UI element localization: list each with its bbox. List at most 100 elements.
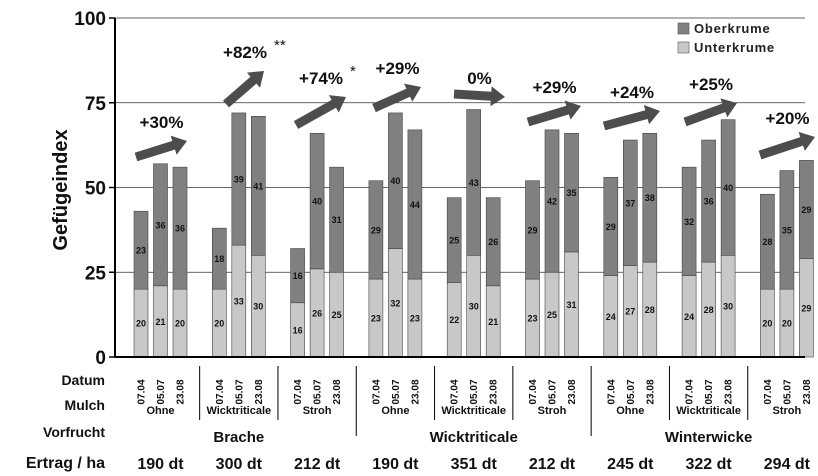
x-tick-label-datum: 05.07 bbox=[391, 379, 402, 404]
data-label-oberkrume: 29 bbox=[606, 222, 616, 232]
trend-arrow bbox=[453, 86, 505, 107]
bar-oberkrume bbox=[760, 193, 775, 290]
x-tick-label-datum: 23.08 bbox=[410, 379, 421, 404]
ertrag-value: 322 dt bbox=[685, 456, 732, 473]
bar-oberkrume bbox=[701, 139, 716, 263]
mulch-label: Wicktriticale bbox=[676, 405, 741, 417]
bar-oberkrume bbox=[466, 109, 482, 256]
data-label-unterkrume: 22 bbox=[449, 315, 459, 325]
data-label-unterkrume: 23 bbox=[410, 314, 420, 324]
change-label: +82% bbox=[223, 43, 267, 62]
trend-arrow bbox=[758, 131, 815, 160]
bar-oberkrume bbox=[564, 132, 579, 253]
row-label-vorfrucht: Vorfrucht bbox=[43, 424, 105, 440]
bar-oberkrume bbox=[329, 166, 344, 273]
axes-layer: 0 25 50 75 100 bbox=[74, 9, 805, 369]
trend-arrow bbox=[223, 71, 264, 108]
x-tick-label-datum: 23.08 bbox=[802, 379, 813, 404]
data-label-oberkrume: 28 bbox=[762, 237, 772, 247]
trend-arrow bbox=[683, 98, 737, 127]
trend-arrow bbox=[372, 83, 421, 113]
data-label-oberkrume: 42 bbox=[547, 197, 557, 207]
bar-oberkrume bbox=[544, 129, 560, 273]
legend-layer: Oberkrume Unterkrume bbox=[677, 21, 774, 55]
data-label-oberkrume: 36 bbox=[155, 220, 165, 230]
row-label-mulch: Mulch bbox=[65, 397, 105, 413]
data-label-oberkrume: 29 bbox=[801, 205, 811, 215]
change-label: +20% bbox=[766, 109, 810, 128]
data-label-unterkrume: 28 bbox=[645, 305, 655, 315]
data-label-unterkrume: 33 bbox=[234, 297, 244, 307]
change-label: +30% bbox=[140, 113, 184, 132]
bar-oberkrume bbox=[212, 227, 227, 290]
data-label-oberkrume: 32 bbox=[684, 217, 694, 227]
data-label-oberkrume: 40 bbox=[390, 176, 400, 186]
y-tick-label: 100 bbox=[74, 9, 106, 30]
data-label-oberkrume: 38 bbox=[645, 193, 655, 203]
data-label-oberkrume: 18 bbox=[214, 254, 224, 264]
data-label-unterkrume: 30 bbox=[469, 302, 479, 312]
bar-oberkrume bbox=[622, 139, 638, 266]
data-label-unterkrume: 24 bbox=[684, 312, 694, 322]
x-tick-label-datum: 05.07 bbox=[234, 379, 245, 404]
data-label-oberkrume: 26 bbox=[488, 237, 498, 247]
x-tick-label-datum: 23.08 bbox=[176, 379, 187, 404]
table-layer: 07.04 05.07 23.08 07.04 05.07 23.08 07.04 05.07… bbox=[26, 366, 813, 473]
ertrag-value: 212 dt bbox=[294, 456, 341, 473]
change-label: +25% bbox=[689, 75, 733, 94]
mulch-label: Wicktriticale bbox=[441, 405, 506, 417]
x-tick-label-datum: 07.04 bbox=[685, 379, 696, 404]
mulch-label: Stroh bbox=[773, 405, 802, 417]
data-label-oberkrume: 39 bbox=[234, 175, 244, 185]
x-tick-label-datum: 07.04 bbox=[293, 379, 304, 404]
bar-oberkrume bbox=[603, 177, 619, 276]
legend-label-oberkrume: Oberkrume bbox=[694, 21, 771, 36]
mulch-label: Ohne bbox=[146, 405, 174, 417]
vorfrucht-label: Brache bbox=[213, 429, 264, 446]
data-label-unterkrume: 20 bbox=[175, 319, 185, 329]
data-label-unterkrume: 20 bbox=[136, 319, 146, 329]
vorfrucht-label: Winterwicke bbox=[665, 429, 752, 446]
y-tick-label: 75 bbox=[85, 94, 107, 115]
bar-oberkrume bbox=[525, 180, 540, 280]
bar-oberkrume bbox=[133, 210, 149, 290]
legend-swatch-unterkrume bbox=[677, 41, 690, 54]
trend-arrow bbox=[602, 105, 660, 131]
bar-oberkrume bbox=[485, 197, 501, 287]
data-label-unterkrume: 20 bbox=[762, 319, 772, 329]
x-tick-label-datum: 05.07 bbox=[156, 379, 167, 404]
data-label-unterkrume: 23 bbox=[371, 314, 381, 324]
change-label: +24% bbox=[610, 83, 654, 102]
bar-oberkrume bbox=[407, 129, 423, 280]
x-tick-label-datum: 05.07 bbox=[313, 379, 324, 404]
data-label-oberkrume: 23 bbox=[136, 246, 146, 256]
change-label: +74% bbox=[299, 69, 343, 88]
x-tick-label-datum: 23.08 bbox=[332, 379, 343, 404]
bar-oberkrume bbox=[681, 166, 697, 276]
x-tick-label-datum: 23.08 bbox=[645, 379, 656, 404]
data-label-unterkrume: 30 bbox=[253, 302, 263, 312]
x-tick-label-datum: 07.04 bbox=[528, 379, 539, 404]
y-tick-label: 25 bbox=[85, 263, 107, 284]
change-label: 0% bbox=[467, 69, 492, 88]
bar-oberkrume bbox=[153, 163, 168, 287]
data-label-unterkrume: 20 bbox=[782, 319, 792, 329]
data-label-unterkrume: 26 bbox=[312, 308, 322, 318]
x-tick-label-datum: 05.07 bbox=[782, 379, 793, 404]
mulch-label: Ohne bbox=[381, 405, 409, 417]
mulch-label: Wicktriticale bbox=[206, 405, 271, 417]
bar-oberkrume bbox=[309, 132, 325, 270]
mulch-label: Stroh bbox=[303, 405, 332, 417]
x-tick-label-datum: 07.04 bbox=[371, 379, 382, 404]
x-tick-label-datum: 07.04 bbox=[215, 379, 226, 404]
y-tick-label: 50 bbox=[85, 179, 106, 200]
x-tick-label-datum: 07.04 bbox=[763, 379, 774, 404]
data-label-oberkrume: 40 bbox=[723, 183, 733, 193]
x-tick-label-datum: 23.08 bbox=[724, 379, 735, 404]
data-label-unterkrume: 29 bbox=[801, 303, 811, 313]
bars-layer: 20 23 21 36 20 36 20 18 33 39 30 41 16 16 26 40 25 31 23 29… bbox=[133, 109, 814, 358]
trend-arrow bbox=[134, 135, 187, 162]
significance-marker: * bbox=[350, 63, 356, 80]
bar-oberkrume bbox=[642, 132, 658, 263]
